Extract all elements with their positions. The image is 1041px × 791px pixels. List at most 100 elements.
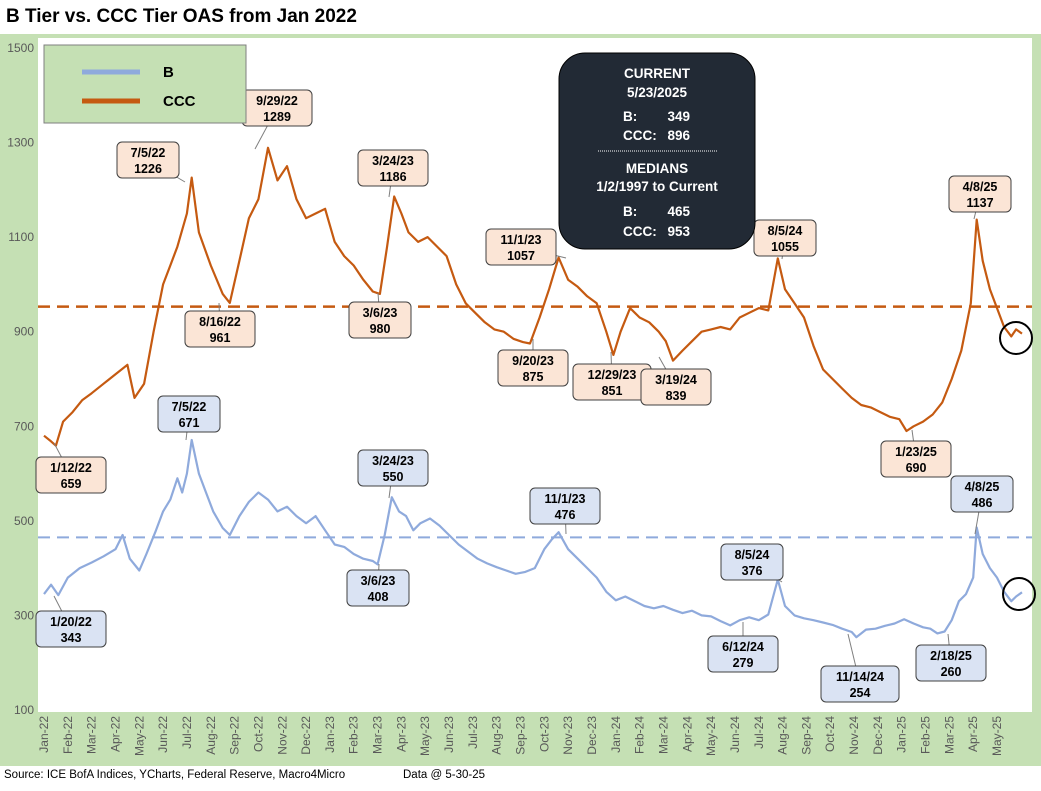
callout-value: 476 — [555, 508, 576, 522]
info-medians-range: 1/2/1997 to Current — [596, 179, 718, 194]
callout-date: 7/5/22 — [172, 400, 207, 414]
title-bar — [0, 0, 1041, 34]
callout-date: 7/5/22 — [131, 146, 166, 160]
callout-date: 9/20/23 — [512, 354, 554, 368]
current-ccc-marker — [999, 321, 1033, 355]
y-tick-label: 1300 — [7, 136, 34, 150]
callout-b: 4/8/25 486 — [950, 475, 1014, 513]
callout-ccc: 4/8/25 1137 — [948, 175, 1012, 213]
callout-ccc: 9/29/22 1289 — [241, 89, 313, 127]
callout-ccc: 7/5/22 1226 — [116, 141, 180, 179]
info-current-b-label: B: — [623, 109, 637, 124]
callout-box — [346, 569, 410, 607]
callout-date: 8/16/22 — [199, 315, 241, 329]
callout-box — [948, 175, 1012, 213]
x-tick-label: Aug-22 — [204, 716, 218, 755]
x-tick-label: Oct-24 — [823, 716, 837, 752]
x-tick-label: Dec-24 — [871, 716, 885, 755]
callout-ccc: 12/29/23 851 — [572, 363, 652, 401]
x-tick-label: Jun-24 — [728, 716, 742, 753]
x-tick-label: Oct-23 — [537, 716, 551, 752]
callout-date: 3/6/23 — [361, 574, 396, 588]
callout-ccc: 3/24/23 1186 — [357, 149, 429, 187]
x-tick-label: Jun-23 — [442, 716, 456, 753]
x-tick-label: Apr-23 — [394, 716, 408, 752]
info-current-b-value: 349 — [667, 109, 690, 124]
x-tick-label: Mar-23 — [371, 716, 385, 754]
y-tick-label: 900 — [14, 325, 34, 339]
callout-date: 1/23/25 — [895, 445, 937, 459]
callout-b: 3/6/23 408 — [346, 569, 410, 607]
legend-b-label: B — [163, 64, 174, 81]
callout-value: 851 — [602, 384, 623, 398]
callout-b: 11/14/24 254 — [820, 665, 900, 703]
x-tick-label: Mar-25 — [942, 716, 956, 754]
callout-box — [357, 149, 429, 187]
x-tick-label: May-22 — [132, 716, 146, 756]
callout-value: 875 — [523, 370, 544, 384]
x-tick-label: Feb-24 — [633, 716, 647, 754]
x-tick-label: Mar-24 — [656, 716, 670, 754]
callout-box — [720, 543, 784, 581]
x-tick-label: Mar-22 — [85, 716, 99, 754]
x-tick-label: May-23 — [418, 716, 432, 756]
x-tick-label: Dec-23 — [585, 716, 599, 755]
series-line-ccc — [43, 146, 1023, 447]
callout-value: 550 — [383, 470, 404, 484]
y-tick-label: 700 — [14, 419, 34, 433]
legend-ccc-label: CCC — [163, 93, 196, 110]
callout-value: 1055 — [771, 240, 799, 254]
callout-value: 1057 — [507, 249, 535, 263]
callout-value: 260 — [941, 665, 962, 679]
callout-box — [640, 368, 712, 406]
median-lines — [38, 305, 1032, 539]
x-tick-label: Jan-25 — [895, 716, 909, 753]
callout-box — [880, 440, 952, 478]
x-tick-label: Nov-23 — [561, 716, 575, 755]
series-line-b — [43, 438, 1023, 639]
x-tick-label: Feb-25 — [919, 716, 933, 754]
x-tick-label: Sep-22 — [228, 716, 242, 755]
callout-value: 1137 — [966, 196, 993, 210]
callout-value: 1186 — [379, 170, 406, 184]
x-tick-label: Nov-24 — [847, 716, 861, 755]
callout-value: 376 — [742, 564, 763, 578]
callout-ccc: 3/19/24 839 — [640, 368, 712, 406]
series-lines — [43, 146, 1023, 639]
callout-date: 1/12/22 — [50, 461, 92, 475]
legend-box — [43, 44, 247, 124]
info-current-ccc-label: CCC: — [623, 128, 657, 143]
x-tick-label: Feb-23 — [347, 716, 361, 754]
callout-date: 12/29/23 — [588, 368, 637, 382]
chart-svg: 100 300 500 700 900 1100 1300 1500 Jan-22 Feb-22… — [7, 38, 1036, 756]
callout-box — [35, 456, 107, 494]
callout-value: 839 — [666, 389, 687, 403]
callout-b: 3/24/23 550 — [357, 449, 429, 487]
x-tick-label: Jul-24 — [752, 716, 766, 749]
callout-date: 11/1/23 — [500, 233, 541, 247]
callout-date: 6/12/24 — [722, 640, 764, 654]
x-tick-label: Jul-22 — [180, 716, 194, 749]
y-tick-label: 1100 — [8, 230, 34, 244]
x-tick-label: May-25 — [990, 716, 1004, 756]
callout-b: 7/5/22 671 — [157, 395, 221, 433]
callout-box — [357, 449, 429, 487]
y-axis: 100 300 500 700 900 1100 1300 1500 — [7, 41, 34, 717]
info-current-header: CURRENT — [624, 66, 691, 81]
y-tick-label: 100 — [14, 703, 34, 717]
callout-value: 659 — [61, 477, 82, 491]
callout-b: 1/20/22 343 — [35, 610, 107, 648]
callout-b: 6/12/24 279 — [707, 635, 779, 673]
callout-date: 4/8/25 — [965, 480, 1000, 494]
callout-value: 690 — [906, 461, 927, 475]
info-medians-header: MEDIANS — [626, 161, 688, 176]
callout-ccc: 3/6/23 980 — [348, 301, 412, 339]
callout-value: 343 — [61, 631, 82, 645]
callout-box — [184, 310, 256, 348]
x-tick-label: Apr-25 — [966, 716, 980, 752]
callout-date: 3/19/24 — [655, 373, 697, 387]
callout-box — [529, 487, 601, 525]
x-tick-label: Nov-22 — [275, 716, 289, 755]
x-tick-label: Jul-23 — [466, 716, 480, 749]
callout-ccc: 9/20/23 875 — [497, 349, 569, 387]
